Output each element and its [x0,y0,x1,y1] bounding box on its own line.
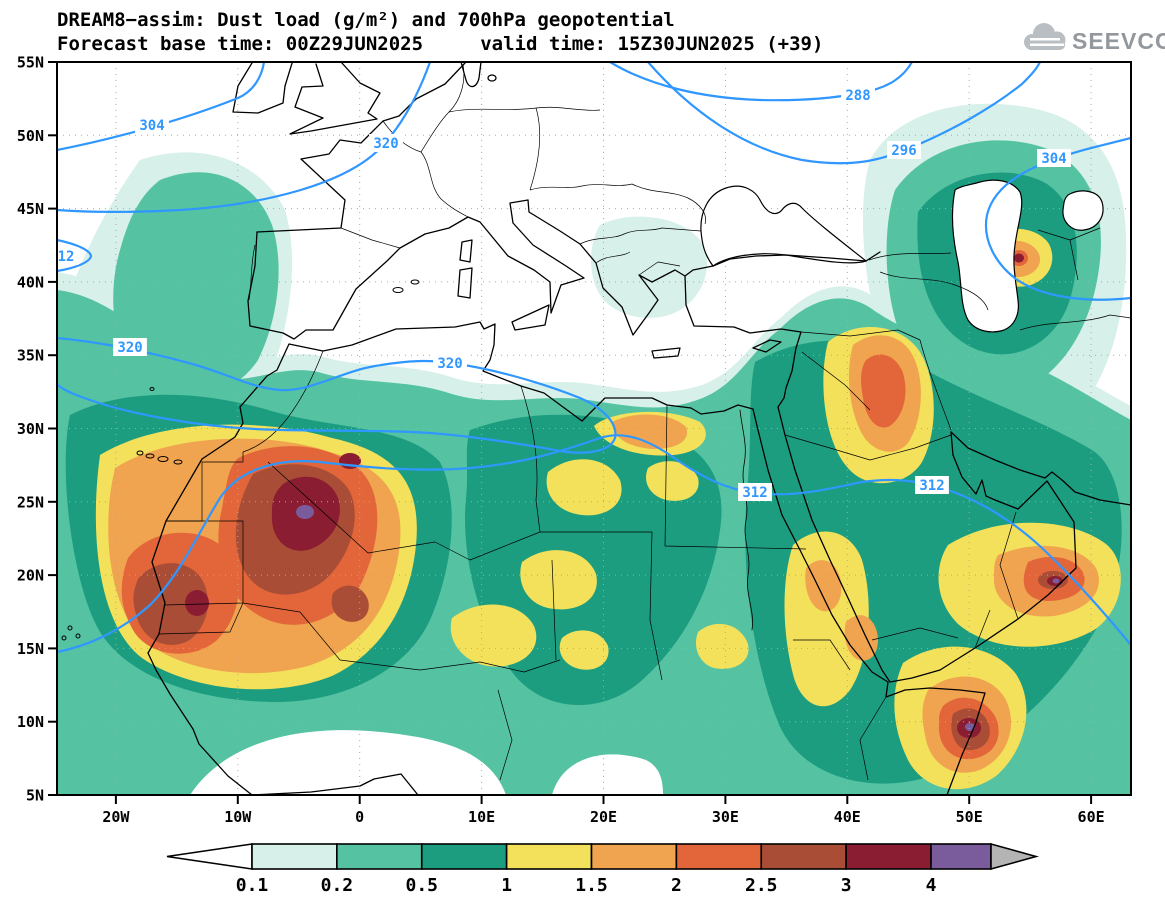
contour-label-halo [135,116,169,134]
aral-sea [1062,190,1104,231]
x-tick-label: 20W [102,808,130,826]
colorbar-legend: 0.1 0.2 0.5 1 1.5 2 2.5 3 4 [166,842,1039,896]
y-tick-label: 20N [17,567,44,585]
geopotential-label: 288 [845,88,870,104]
title-line-2: Forecast base time: 00Z29JUN2025 valid t… [57,33,823,55]
colorbar-tick-label: 0.5 [405,875,438,896]
geopotential-label: 304 [139,118,164,134]
y-tick-label: 50N [17,127,44,145]
y-tick-label: 25N [17,493,44,511]
geopotential-label: 320 [437,356,462,372]
contour-label-halo [841,86,875,104]
geopotential-label: 296 [891,143,916,159]
country-borders [158,63,1131,781]
colorbar-segment [675,843,763,870]
black-sea [700,185,868,267]
colorbar-segment [760,843,847,870]
contour-labels: 304 320 12 288 296 304 320 320 312 312 [57,86,1071,501]
x-tick-label: 60E [1078,808,1105,826]
y-tick-label: 5N [26,787,44,805]
geopotential-label: 320 [117,340,142,356]
sea-fills [700,179,1104,333]
colorbar-segment [251,843,338,870]
contour-label-halo [915,476,949,494]
y-tick-label: 15N [17,640,44,658]
x-axis: 20W 10W 0 10E 20E 30E 40E 50E 60E [102,795,1105,826]
colorbar-segment [930,843,992,870]
y-axis: 55N 50N 45N 40N 35N 30N 25N 20N 15N 10N 5N [17,54,57,805]
map: 304 320 12 288 296 304 320 320 312 312 [57,62,1131,795]
title-line-1: DREAM8−assim: Dust load (g/m²) and 700hP… [57,9,675,31]
colorbar-segment [505,843,593,870]
geopotential-label: 320 [373,136,398,152]
logo-text: SEEVCCC [1072,28,1165,54]
islands [61,279,420,641]
geopotential-label: 304 [1041,151,1066,167]
geopotential-label: 312 [919,478,944,494]
header: DREAM8−assim: Dust load (g/m²) and 700hP… [57,9,1165,55]
contour-label-halo [113,338,147,356]
contour-label-halo [1037,149,1071,167]
x-tick-label: 40E [834,808,861,826]
y-tick-label: 10N [17,713,44,731]
colorbar-segment [336,843,423,870]
y-tick-label: 55N [17,54,44,72]
colorbar-tick-label: 2.5 [745,875,778,896]
colorbar-tick-label: 0.2 [321,875,354,896]
y-tick-label: 30N [17,420,44,438]
contour-label-halo [369,134,403,152]
y-tick-label: 45N [17,200,44,218]
colorbar-segment [420,843,508,870]
x-tick-label: 30E [712,808,739,826]
contour-label-halo [738,483,772,501]
x-tick-label: 50E [956,808,983,826]
colorbar-tick-label: 0.1 [236,875,269,896]
colorbar-tick-label: 1 [501,875,512,896]
geopotential-label: 312 [742,485,767,501]
colorbar-arrow-left [166,843,253,870]
y-tick-label: 35N [17,347,44,365]
colorbar-arrow-right [990,842,1039,871]
dust-layer-4 [296,505,1060,731]
low-dust-white-areas [190,730,663,795]
x-tick-label: 20E [590,808,617,826]
y-tick-label: 40N [17,273,44,291]
contour-label-halo [433,354,467,372]
geopotential-label: 12 [58,249,75,265]
x-tick-label: 10W [224,808,252,826]
colorbar-segment [845,843,932,870]
x-tick-label: 0 [355,808,364,826]
colorbar-tick-label: 2 [671,875,682,896]
caspian-sea [951,179,1023,333]
seevccc-logo: SEEVCCC [1024,23,1165,54]
colorbar-tick-label: 4 [926,875,937,896]
cloud-icon [1024,23,1066,50]
colorbar-segment [590,843,678,870]
contour-label-halo [887,141,921,159]
x-tick-label: 10E [468,808,495,826]
contour-label-halo [57,247,79,265]
colorbar-tick-label: 3 [841,875,852,896]
colorbar-tick-label: 1.5 [575,875,608,896]
